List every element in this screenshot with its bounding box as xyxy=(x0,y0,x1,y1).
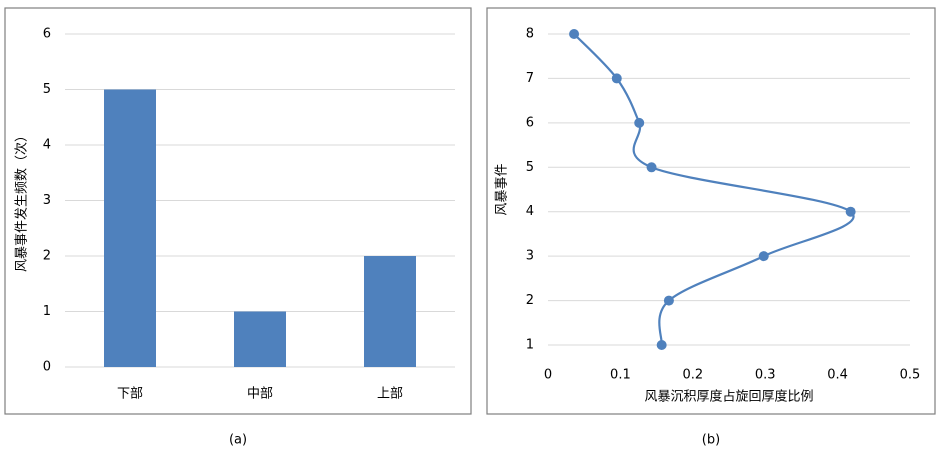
x-tick-label: 0.2 xyxy=(682,368,703,383)
y-tick-label: 1 xyxy=(43,304,51,319)
y-tick-label: 0 xyxy=(43,360,51,375)
panel-b-frame xyxy=(486,7,936,415)
x-tick-label: 下部 xyxy=(117,387,143,402)
x-tick-label: 上部 xyxy=(377,387,403,402)
y-tick-label: 2 xyxy=(526,293,534,308)
y-tick-label: 5 xyxy=(43,82,51,97)
point xyxy=(758,251,769,262)
y-tick-label: 4 xyxy=(526,204,534,219)
caption: (b) xyxy=(702,433,720,448)
point xyxy=(569,29,580,39)
series-line xyxy=(573,33,855,346)
y-tick-label: 5 xyxy=(526,160,534,175)
point xyxy=(656,340,667,350)
point xyxy=(845,206,856,217)
x-tick-label: 中部 xyxy=(247,387,273,402)
point xyxy=(634,117,645,128)
caption: (a) xyxy=(229,433,247,448)
y-tick-label: 4 xyxy=(43,138,51,153)
y-tick-label: 3 xyxy=(43,193,51,208)
y-tick-label: 6 xyxy=(526,115,534,130)
x-axis-label: 风暴沉积厚度占旋回厚度比例 xyxy=(644,389,813,405)
x-tick-label: 0 xyxy=(544,368,552,383)
y-tick-label: 2 xyxy=(43,249,51,264)
bar xyxy=(364,256,416,367)
x-tick-label: 0.3 xyxy=(755,368,776,383)
y-tick-label: 1 xyxy=(526,338,534,353)
x-tick-label: 0.4 xyxy=(827,368,848,383)
point xyxy=(663,295,674,306)
y-tick-label: 3 xyxy=(526,249,534,264)
x-tick-label: 0.1 xyxy=(610,368,631,383)
panel-a-frame xyxy=(4,7,472,415)
point xyxy=(646,162,657,173)
y-tick-label: 7 xyxy=(526,71,534,86)
bar xyxy=(234,311,286,367)
bar xyxy=(104,89,156,367)
y-axis-label: 风暴事件 xyxy=(495,163,510,215)
x-tick-label: 0.5 xyxy=(900,368,921,383)
y-tick-label: 8 xyxy=(526,27,534,42)
y-tick-label: 6 xyxy=(43,27,51,42)
point xyxy=(611,73,622,84)
y-axis-label: 风暴事件发生频数（次） xyxy=(14,129,30,272)
